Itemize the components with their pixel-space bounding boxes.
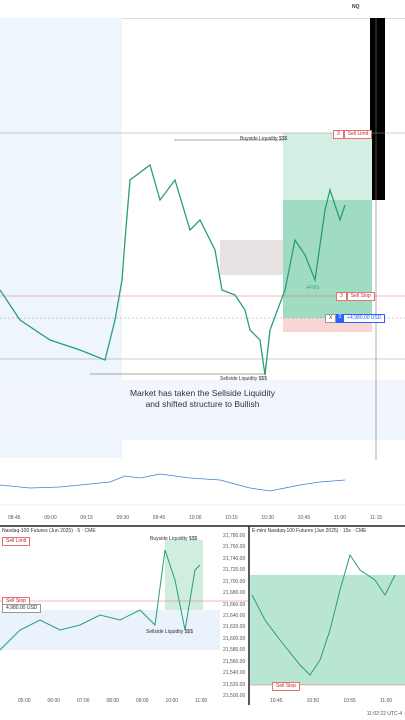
tick-label: 10:15 (225, 515, 238, 521)
price-label: 21,740.00 (223, 555, 246, 562)
tick-label: 10:30 (261, 515, 274, 521)
price-axis: 21,780.00 21,760.00 21,740.00 21,720.00 21,7… (222, 533, 248, 699)
tick-label: 10:45 (270, 698, 283, 704)
band (0, 380, 405, 440)
price-label: 21,660.00 (223, 601, 246, 608)
price-label: 21,500.00 (223, 693, 246, 699)
position-tag[interactable]: X 3 +4,980.00 USD (325, 314, 386, 323)
tick-label: 10:00 (165, 698, 179, 704)
tick-label: 09:15 (80, 515, 93, 521)
order-tag[interactable]: 3 Sell Stop (336, 292, 375, 301)
tick-label: 11:15 (370, 515, 383, 521)
price-label: 21,700.00 (223, 578, 246, 585)
tick-label: 06:00 (47, 698, 61, 704)
label: Buyside Liquidity $$$ (150, 536, 198, 542)
qty: 3 (336, 314, 344, 323)
panel-title: Nasdaq-100 Futures (Jun 2025) · 5 · CME (2, 528, 96, 534)
tick-label: 08:45 (8, 515, 21, 521)
close[interactable]: X (325, 314, 337, 323)
tick-label: 09:00 (44, 515, 57, 521)
price-label: 21,600.00 (223, 635, 246, 642)
tick-label: 08:00 (106, 698, 120, 704)
qty: 3 (336, 292, 347, 301)
tick-label: 11:00 (195, 698, 208, 704)
overlay-bar (370, 18, 385, 200)
label: Buyside Liquidity $$$ (240, 136, 288, 142)
label: Sellside Liquidity $$$ (146, 629, 193, 635)
tick-label: 10:55 (343, 698, 356, 704)
symbol[interactable]: NQ (352, 4, 360, 10)
tick-label: 09:45 (152, 515, 166, 521)
tick-label: 05:00 (18, 698, 31, 704)
tick-label: 10:50 (306, 698, 320, 704)
time-axis: 08:45 09:00 09:15 09:30 09:45 10:00 10:15 10:30… (0, 515, 405, 523)
pnl: +4,980.00 USD (343, 314, 386, 323)
panel-title: E-mini Nasdaq-100 Futures (Jun 2025) · 1… (252, 528, 367, 534)
caption-line: and shifted structure to Bullish (145, 399, 260, 409)
label: Sellside Liquidity $$$ (220, 376, 267, 382)
time-axis: 05:00 06:00 07:00 08:00 09:00 10:00 11:00 (0, 698, 222, 706)
price-label: 21,540.00 (223, 670, 246, 677)
price-label: 21,520.00 (223, 681, 246, 688)
order[interactable]: Sell Stop (272, 682, 301, 691)
order: Sell Stop (346, 292, 375, 301)
tick-label: 10:45 (297, 515, 311, 521)
tick-label: 11:00 (380, 698, 393, 704)
order-tag[interactable]: 3 Sell Limit (333, 130, 373, 139)
tick-label: 09:00 (136, 698, 149, 704)
tick-label: 07:00 (77, 698, 90, 704)
gap-zone (220, 240, 283, 275)
tick-label: 10:00 (189, 515, 202, 521)
price-label: 21,680.00 (223, 590, 246, 597)
caption-line: Market has taken the Sellside Liquidity (129, 388, 276, 398)
price-label: 21,720.00 (223, 567, 246, 574)
order: Sell Limit (343, 130, 373, 139)
clock: 11:02:22 UTC-4 (366, 711, 402, 717)
top-bar: NQ (0, 0, 405, 19)
price-label: 21,580.00 (223, 647, 246, 654)
tick-label: 11:00 (333, 515, 346, 521)
price-label: 21,780.00 (223, 533, 246, 539)
tick-label: 09:30 (116, 515, 130, 521)
price-label: 21,620.00 (223, 624, 246, 631)
price-label: 21,560.00 (223, 658, 246, 665)
caption: Market has taken the Sellside Liquidity … (0, 388, 405, 410)
price-label: 21,640.00 (223, 613, 246, 619)
order[interactable]: Sell Limit (2, 537, 31, 546)
price-label: 21,760.00 (223, 544, 246, 551)
label: +FVG (306, 285, 320, 291)
time-axis: 10:45 10:50 10:55 11:00 (250, 698, 405, 706)
pnl[interactable]: 4,980.00 USD (2, 604, 42, 613)
target-zone (283, 133, 372, 200)
qty: 3 (333, 130, 344, 139)
